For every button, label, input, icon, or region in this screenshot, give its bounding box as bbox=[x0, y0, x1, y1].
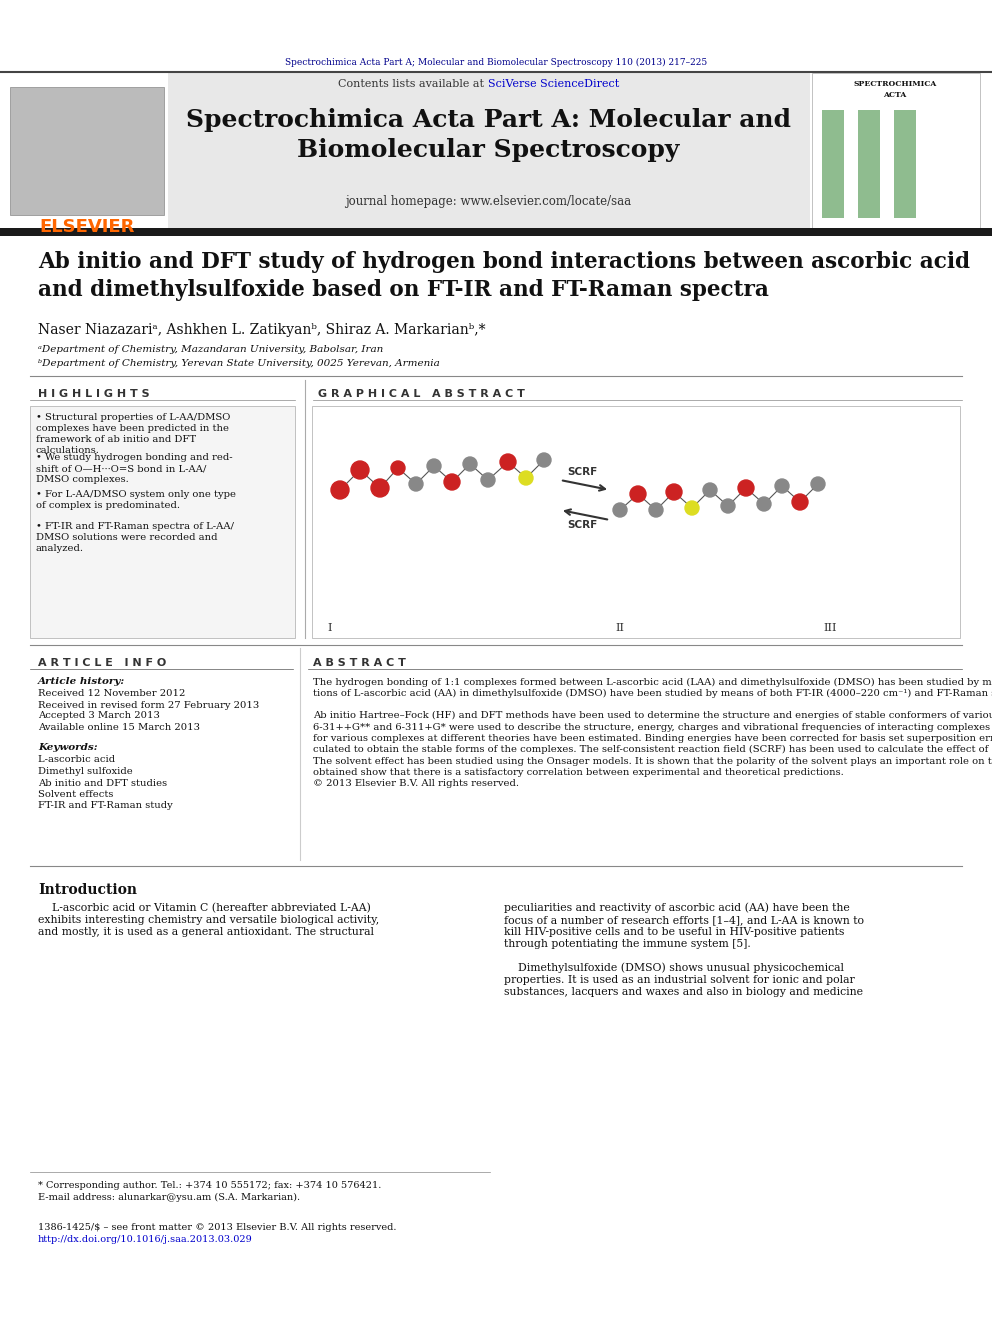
Text: 6-31++G** and 6-311+G* were used to describe the structure, energy, charges and : 6-31++G** and 6-311+G* were used to desc… bbox=[313, 722, 992, 732]
Text: Accepted 3 March 2013: Accepted 3 March 2013 bbox=[38, 712, 160, 721]
Text: kill HIV-positive cells and to be useful in HIV-positive patients: kill HIV-positive cells and to be useful… bbox=[504, 927, 844, 937]
Text: Ab initio and DFT study of hydrogen bond interactions between ascorbic acid
and : Ab initio and DFT study of hydrogen bond… bbox=[38, 250, 970, 302]
Text: E-mail address: alunarkar@ysu.am (S.A. Markarian).: E-mail address: alunarkar@ysu.am (S.A. M… bbox=[38, 1192, 301, 1201]
Text: ELSEVIER: ELSEVIER bbox=[40, 218, 135, 235]
Text: © 2013 Elsevier B.V. All rights reserved.: © 2013 Elsevier B.V. All rights reserved… bbox=[313, 779, 519, 789]
Text: focus of a number of research efforts [1–4], and L-AA is known to: focus of a number of research efforts [1… bbox=[504, 916, 864, 925]
Text: 1386-1425/$ – see front matter © 2013 Elsevier B.V. All rights reserved.: 1386-1425/$ – see front matter © 2013 El… bbox=[38, 1224, 397, 1233]
Text: • FT-IR and FT-Raman spectra of L-AA/
DMSO solutions were recorded and
analyzed.: • FT-IR and FT-Raman spectra of L-AA/ DM… bbox=[36, 523, 234, 553]
Text: SPECTROCHIMICA: SPECTROCHIMICA bbox=[853, 79, 936, 89]
Text: II: II bbox=[615, 623, 625, 632]
Text: through potentiating the immune system [5].: through potentiating the immune system [… bbox=[504, 939, 751, 949]
Text: L-ascorbic acid or Vitamin C (hereafter abbreviated L-AA): L-ascorbic acid or Vitamin C (hereafter … bbox=[38, 902, 371, 913]
Circle shape bbox=[500, 454, 516, 470]
Circle shape bbox=[738, 480, 754, 496]
Text: Received in revised form 27 February 2013: Received in revised form 27 February 201… bbox=[38, 700, 259, 709]
Text: obtained show that there is a satisfactory correlation between experimental and : obtained show that there is a satisfacto… bbox=[313, 767, 844, 777]
Text: The hydrogen bonding of 1:1 complexes formed between L-ascorbic acid (LAA) and d: The hydrogen bonding of 1:1 complexes fo… bbox=[313, 677, 992, 687]
FancyBboxPatch shape bbox=[822, 110, 844, 218]
Circle shape bbox=[811, 478, 825, 491]
Circle shape bbox=[481, 474, 495, 487]
Text: FT-IR and FT-Raman study: FT-IR and FT-Raman study bbox=[38, 802, 173, 811]
Text: I: I bbox=[327, 623, 332, 632]
Text: ᵇDepartment of Chemistry, Yerevan State University, 0025 Yerevan, Armenia: ᵇDepartment of Chemistry, Yerevan State … bbox=[38, 359, 439, 368]
Text: * Corresponding author. Tel.: +374 10 555172; fax: +374 10 576421.: * Corresponding author. Tel.: +374 10 55… bbox=[38, 1180, 381, 1189]
Text: culated to obtain the stable forms of the complexes. The self-consistent reactio: culated to obtain the stable forms of th… bbox=[313, 745, 992, 754]
Text: A B S T R A C T: A B S T R A C T bbox=[313, 658, 406, 668]
Text: L-ascorbic acid: L-ascorbic acid bbox=[38, 755, 115, 765]
Text: A R T I C L E   I N F O: A R T I C L E I N F O bbox=[38, 658, 167, 668]
FancyBboxPatch shape bbox=[0, 228, 992, 235]
FancyBboxPatch shape bbox=[168, 73, 810, 228]
Circle shape bbox=[613, 503, 627, 517]
Text: G R A P H I C A L   A B S T R A C T: G R A P H I C A L A B S T R A C T bbox=[318, 389, 525, 400]
FancyBboxPatch shape bbox=[812, 73, 980, 228]
Text: properties. It is used as an industrial solvent for ionic and polar: properties. It is used as an industrial … bbox=[504, 975, 855, 986]
Text: substances, lacquers and waxes and also in biology and medicine: substances, lacquers and waxes and also … bbox=[504, 987, 863, 998]
FancyBboxPatch shape bbox=[858, 110, 880, 218]
Text: for various complexes at different theories have been estimated. Binding energie: for various complexes at different theor… bbox=[313, 734, 992, 744]
Text: ACTA: ACTA bbox=[883, 91, 907, 99]
Circle shape bbox=[391, 460, 405, 475]
Circle shape bbox=[519, 471, 533, 486]
FancyBboxPatch shape bbox=[312, 406, 960, 638]
Circle shape bbox=[703, 483, 717, 497]
Text: Spectrochimica Acta Part A: Molecular and
Biomolecular Spectroscopy: Spectrochimica Acta Part A: Molecular an… bbox=[186, 107, 791, 163]
Text: Keywords:: Keywords: bbox=[38, 744, 97, 753]
Text: Ab initio and DFT studies: Ab initio and DFT studies bbox=[38, 778, 167, 787]
Circle shape bbox=[792, 493, 808, 509]
Text: Dimethyl sulfoxide: Dimethyl sulfoxide bbox=[38, 767, 133, 777]
Text: III: III bbox=[823, 623, 836, 632]
Circle shape bbox=[666, 484, 682, 500]
Text: Received 12 November 2012: Received 12 November 2012 bbox=[38, 689, 186, 699]
Text: • Structural properties of L-AA/DMSO
complexes have been predicted in the
framew: • Structural properties of L-AA/DMSO com… bbox=[36, 413, 230, 455]
Circle shape bbox=[463, 456, 477, 471]
Text: Introduction: Introduction bbox=[38, 882, 137, 897]
Text: • We study hydrogen bonding and red-
shift of O—H···O=S bond in L-AA/
DMSO compl: • We study hydrogen bonding and red- shi… bbox=[36, 452, 233, 484]
Circle shape bbox=[409, 478, 423, 491]
Text: SCRF: SCRF bbox=[566, 467, 597, 478]
Text: http://dx.doi.org/10.1016/j.saa.2013.03.029: http://dx.doi.org/10.1016/j.saa.2013.03.… bbox=[38, 1236, 253, 1245]
Circle shape bbox=[351, 460, 369, 479]
Circle shape bbox=[444, 474, 460, 490]
Circle shape bbox=[685, 501, 699, 515]
Text: Dimethylsulfoxide (DMSO) shows unusual physicochemical: Dimethylsulfoxide (DMSO) shows unusual p… bbox=[504, 963, 844, 974]
FancyBboxPatch shape bbox=[10, 87, 164, 216]
Text: Spectrochimica Acta Part A; Molecular and Biomolecular Spectroscopy 110 (2013) 2: Spectrochimica Acta Part A; Molecular an… bbox=[285, 57, 707, 66]
Text: SciVerse ScienceDirect: SciVerse ScienceDirect bbox=[488, 79, 619, 89]
Text: Ab initio Hartree–Fock (HF) and DFT methods have been used to determine the stru: Ab initio Hartree–Fock (HF) and DFT meth… bbox=[313, 712, 992, 721]
Circle shape bbox=[721, 499, 735, 513]
Circle shape bbox=[427, 459, 441, 474]
Text: and mostly, it is used as a general antioxidant. The structural: and mostly, it is used as a general anti… bbox=[38, 927, 374, 937]
Text: • For L-AA/DMSO system only one type
of complex is predominated.: • For L-AA/DMSO system only one type of … bbox=[36, 490, 236, 511]
Text: ᵃDepartment of Chemistry, Mazandaran University, Babolsar, Iran: ᵃDepartment of Chemistry, Mazandaran Uni… bbox=[38, 345, 383, 355]
Text: Article history:: Article history: bbox=[38, 677, 125, 687]
Text: Solvent effects: Solvent effects bbox=[38, 790, 113, 799]
Circle shape bbox=[630, 486, 646, 501]
Circle shape bbox=[371, 479, 389, 497]
FancyBboxPatch shape bbox=[8, 73, 166, 228]
Text: peculiarities and reactivity of ascorbic acid (AA) have been the: peculiarities and reactivity of ascorbic… bbox=[504, 902, 850, 913]
FancyBboxPatch shape bbox=[894, 110, 916, 218]
Text: H I G H L I G H T S: H I G H L I G H T S bbox=[38, 389, 150, 400]
Text: Available online 15 March 2013: Available online 15 March 2013 bbox=[38, 722, 200, 732]
Circle shape bbox=[649, 503, 663, 517]
FancyBboxPatch shape bbox=[30, 406, 295, 638]
Text: SCRF: SCRF bbox=[566, 520, 597, 531]
Circle shape bbox=[775, 479, 789, 493]
Text: Naser Niazazariᵃ, Ashkhen L. Zatikyanᵇ, Shiraz A. Markarianᵇ,*: Naser Niazazariᵃ, Ashkhen L. Zatikyanᵇ, … bbox=[38, 323, 485, 337]
Text: Contents lists available at: Contents lists available at bbox=[338, 79, 488, 89]
Circle shape bbox=[331, 482, 349, 499]
Text: tions of L-ascorbic acid (AA) in dimethylsulfoxide (DMSO) have been studied by m: tions of L-ascorbic acid (AA) in dimethy… bbox=[313, 689, 992, 697]
Text: The solvent effect has been studied using the Onsager models. It is shown that t: The solvent effect has been studied usin… bbox=[313, 757, 992, 766]
Circle shape bbox=[537, 452, 551, 467]
Circle shape bbox=[757, 497, 771, 511]
Text: journal homepage: www.elsevier.com/locate/saa: journal homepage: www.elsevier.com/locat… bbox=[345, 196, 631, 209]
Text: exhibits interesting chemistry and versatile biological activity,: exhibits interesting chemistry and versa… bbox=[38, 916, 379, 925]
